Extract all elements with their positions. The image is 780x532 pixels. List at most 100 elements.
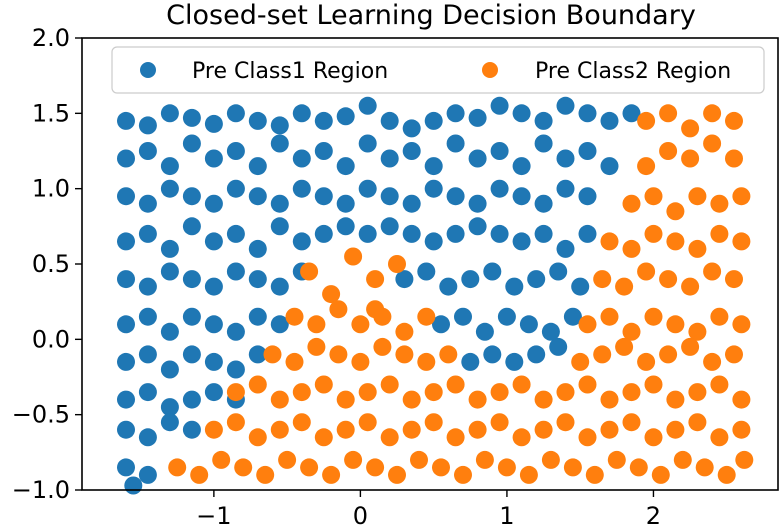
point-series1 (226, 322, 245, 341)
point-series1 (424, 179, 443, 198)
point-series1 (519, 315, 538, 334)
point-series2 (497, 458, 516, 477)
plot-area (117, 96, 754, 495)
point-series2 (681, 337, 700, 356)
point-series2 (402, 420, 421, 439)
point-series1 (117, 458, 135, 477)
point-series1 (336, 217, 355, 236)
point-series1 (417, 262, 436, 281)
chart-title: Closed-set Learning Decision Boundary (166, 0, 696, 31)
point-series1 (446, 104, 465, 123)
point-series1 (182, 134, 201, 153)
point-series1 (622, 104, 641, 123)
point-series1 (117, 420, 135, 439)
point-series2 (541, 450, 560, 469)
point-series1 (248, 111, 267, 130)
point-series1 (182, 345, 201, 364)
point-series2 (622, 322, 641, 341)
point-series2 (622, 239, 641, 258)
point-series1 (270, 134, 289, 153)
point-series1 (468, 217, 487, 236)
point-series1 (358, 96, 377, 115)
point-series1 (248, 187, 267, 206)
legend: Pre Class1 Region Pre Class2 Region (111, 46, 765, 94)
point-series1 (534, 224, 553, 243)
point-series2 (358, 383, 377, 402)
point-series1 (138, 465, 157, 484)
point-series2 (629, 458, 648, 477)
y-tick-label: −1.0 (12, 476, 70, 504)
point-series2 (637, 111, 656, 130)
point-series1 (358, 134, 377, 153)
point-series2 (402, 390, 421, 409)
point-series1 (578, 187, 597, 206)
point-series1 (549, 262, 568, 281)
point-series1 (124, 476, 143, 495)
y-tick-label: 0.0 (32, 325, 70, 353)
point-series2 (292, 413, 311, 432)
point-series1 (117, 149, 135, 168)
point-series1 (182, 307, 201, 326)
y-tick-label: 1.0 (32, 175, 70, 203)
point-series1 (138, 428, 157, 447)
point-series1 (468, 149, 487, 168)
point-series1 (600, 111, 619, 130)
point-series1 (446, 134, 465, 153)
point-series2 (578, 375, 597, 394)
point-series1 (534, 111, 553, 130)
point-series2 (637, 262, 656, 281)
point-series2 (659, 104, 678, 123)
point-series1 (160, 398, 179, 417)
point-series2 (710, 375, 729, 394)
point-series2 (388, 465, 406, 484)
point-series2 (358, 413, 377, 432)
point-series1 (160, 104, 179, 123)
point-series1 (138, 142, 157, 160)
point-series2 (578, 428, 597, 447)
point-series1 (505, 352, 524, 371)
point-series1 (578, 142, 597, 160)
point-series2 (725, 149, 743, 168)
point-series1 (204, 383, 223, 402)
point-series2 (490, 383, 509, 402)
point-series2 (366, 458, 385, 477)
point-series2 (432, 458, 450, 477)
point-series1 (248, 270, 267, 289)
point-series2 (373, 337, 392, 356)
point-series2 (475, 450, 494, 469)
point-series2 (659, 345, 678, 364)
point-series2 (395, 322, 414, 341)
point-series2 (644, 224, 663, 243)
point-series2 (519, 465, 538, 484)
point-series1 (468, 108, 487, 127)
point-series2 (263, 345, 282, 364)
point-series2 (732, 232, 751, 251)
point-series2 (593, 345, 612, 364)
point-series2 (556, 383, 575, 402)
point-series2 (681, 119, 700, 138)
point-series2 (585, 465, 604, 484)
point-series1 (446, 224, 465, 243)
point-series2 (666, 420, 685, 439)
point-series1 (380, 187, 399, 206)
point-series2 (300, 262, 319, 281)
point-series1 (204, 315, 223, 334)
point-series1 (117, 352, 135, 371)
point-series1 (424, 232, 443, 251)
point-series2 (556, 413, 575, 432)
point-series1 (204, 194, 223, 213)
point-series1 (483, 345, 502, 364)
point-series2 (351, 315, 370, 334)
point-series1 (204, 149, 223, 168)
point-series1 (138, 277, 157, 296)
point-series2 (373, 307, 392, 326)
point-series2 (248, 428, 267, 447)
point-series2 (659, 142, 678, 160)
point-series1 (527, 270, 546, 289)
point-series1 (505, 277, 524, 296)
point-series2 (446, 428, 465, 447)
point-series2 (417, 307, 436, 326)
point-series1 (358, 224, 377, 243)
point-series1 (270, 217, 289, 236)
point-series1 (432, 315, 450, 334)
